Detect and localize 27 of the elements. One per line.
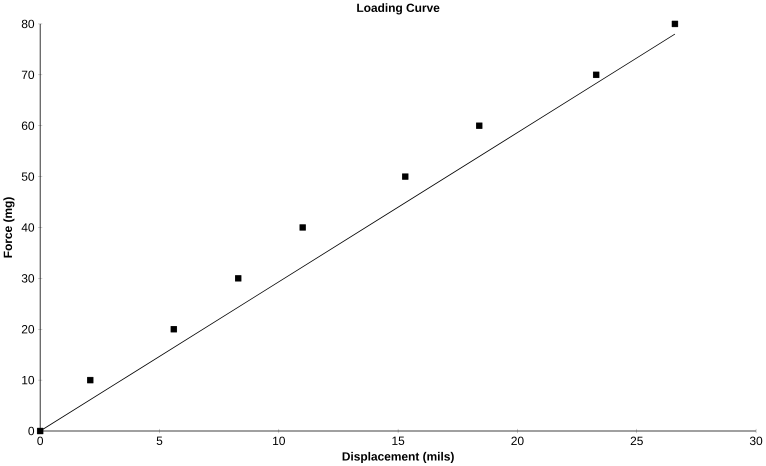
y-tick-label: 50 [22,172,34,181]
x-tick-label: 5 [156,436,162,445]
x-tick-label: 25 [630,436,643,445]
x-axis-title: Displacement (mils) [342,452,454,463]
point [299,224,306,230]
y-tick-label: 60 [22,121,34,130]
y-tick-label: 70 [22,70,34,79]
point [593,71,600,78]
chart-title: Loading Curve [357,3,440,14]
x-tick-label: 15 [392,436,404,445]
point [672,20,678,27]
y-tick-label: 10 [22,376,34,384]
x-tick-label: 30 [750,436,762,445]
x-tick-label: 0 [37,436,44,445]
point [170,326,177,332]
point [402,173,408,180]
y-tick-label: 30 [22,274,34,282]
point [235,275,242,282]
y-tick-label: 0 [28,426,34,436]
point [87,376,94,384]
y-tick-label: 80 [22,20,34,28]
point [476,122,482,129]
y-axis-title: Force (mg) [3,197,14,258]
y-tick-label: 40 [22,223,34,232]
x-tick-label: 10 [273,436,285,445]
x-tick-label: 20 [511,436,524,445]
y-tick-label: 20 [22,324,34,334]
